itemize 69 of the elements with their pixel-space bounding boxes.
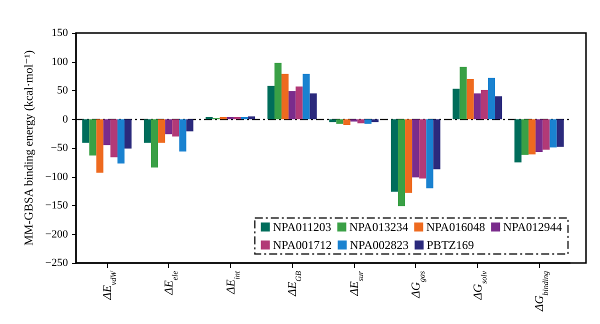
bar	[248, 116, 256, 120]
bar	[206, 116, 213, 120]
bar	[82, 119, 90, 143]
bar	[343, 119, 350, 125]
bar	[405, 119, 412, 193]
legend-label: PBTZ169	[426, 238, 474, 252]
bar	[310, 93, 317, 120]
bar	[179, 119, 186, 152]
bar	[433, 119, 440, 170]
bar	[144, 119, 151, 143]
y-tick-label: 0	[62, 113, 68, 126]
bar	[226, 116, 234, 120]
bar	[158, 119, 166, 143]
y-tick-label: −50	[50, 142, 68, 154]
bar	[282, 74, 289, 120]
bar	[296, 86, 303, 120]
bar	[267, 86, 274, 120]
bar	[364, 119, 372, 124]
y-tick-label: −250	[45, 257, 68, 269]
bar	[124, 119, 132, 149]
bar	[474, 93, 481, 120]
bar	[234, 116, 241, 120]
bar	[412, 119, 420, 178]
bar	[528, 119, 536, 154]
bar	[480, 90, 488, 120]
bar	[150, 119, 158, 168]
bar	[274, 62, 282, 120]
bar	[460, 66, 467, 120]
bar	[165, 119, 172, 134]
y-axis-title: MM-GBSA binding energy (kcal·mol⁻¹)	[21, 50, 36, 246]
legend-label: NPA011203	[272, 220, 332, 234]
bar	[466, 79, 474, 120]
bar	[542, 119, 550, 150]
bar	[172, 119, 180, 136]
bar	[521, 119, 529, 155]
bar	[452, 88, 460, 120]
bar	[536, 119, 543, 152]
legend-label: NPA016048	[426, 220, 486, 234]
y-tick-label: 150	[52, 27, 68, 39]
bar	[426, 119, 434, 188]
bar	[398, 119, 406, 206]
bar	[103, 119, 110, 146]
bar	[288, 91, 296, 120]
legend-label: NPA012944	[503, 220, 562, 234]
bar	[110, 119, 118, 158]
bar	[302, 74, 310, 120]
bar	[514, 119, 522, 162]
bar	[117, 119, 125, 164]
bar	[550, 119, 557, 148]
bar	[419, 119, 426, 178]
y-tick-label: −200	[45, 228, 68, 240]
bar	[556, 119, 564, 147]
y-tick-label: 50	[57, 84, 68, 96]
legend-label: NPA013234	[349, 220, 408, 234]
bar	[336, 119, 344, 124]
legend-label: NPA001712	[272, 238, 332, 252]
y-tick-label: 100	[52, 56, 68, 68]
bar	[89, 119, 96, 156]
bar	[220, 116, 227, 120]
y-tick-label: −150	[45, 200, 68, 212]
y-tick-label: −100	[45, 170, 68, 183]
legend-label: NPA002823	[350, 238, 409, 252]
bar	[495, 96, 502, 120]
bar	[488, 78, 496, 120]
bar	[240, 116, 248, 120]
bar	[96, 119, 104, 173]
bar	[186, 119, 194, 132]
bar	[390, 119, 398, 192]
bar	[357, 119, 364, 124]
